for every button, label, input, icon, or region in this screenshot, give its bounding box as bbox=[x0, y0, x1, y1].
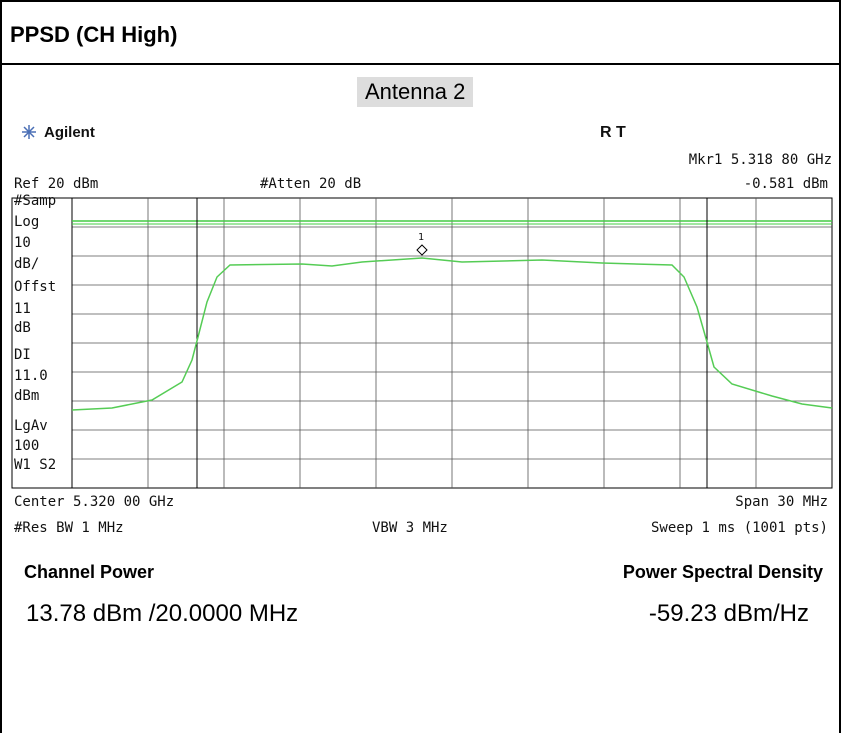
side-label: LgAv bbox=[14, 418, 48, 434]
brand: Agilent bbox=[44, 124, 95, 141]
psd-label: Power Spectral Density bbox=[622, 562, 823, 582]
marker-label: 1 bbox=[418, 232, 424, 243]
side-label: W1 S2 bbox=[14, 457, 56, 473]
side-label: 11 bbox=[14, 301, 31, 317]
analyzer-display: Agilent R T Mkr1 5.318 80 GHz -0.581 dBm… bbox=[11, 124, 833, 536]
side-label: dB bbox=[14, 320, 31, 336]
attenuation: #Atten 20 dB bbox=[260, 176, 361, 192]
side-label: 100 bbox=[14, 438, 39, 454]
rbw: #Res BW 1 MHz bbox=[14, 520, 124, 536]
graticule bbox=[11, 197, 833, 489]
ref-level: Ref 20 dBm bbox=[14, 176, 98, 192]
sweep: Sweep 1 ms (1001 pts) bbox=[651, 520, 828, 536]
channel-power-value: 13.78 dBm /20.0000 MHz bbox=[26, 600, 299, 627]
side-label: #Samp bbox=[14, 193, 56, 209]
side-labels: #Samp Log 10 dB/Offst 11 dB DI 11.0 dBm LgAv 100 W1… bbox=[14, 193, 56, 473]
side-label: 11.0 bbox=[14, 368, 48, 384]
side-label: 10 bbox=[14, 235, 31, 251]
side-label: Offst bbox=[14, 279, 56, 295]
psd-value: -59.23 dBm/Hz bbox=[648, 600, 809, 627]
title: PPSD (CH High) bbox=[10, 22, 178, 47]
divider bbox=[2, 63, 839, 65]
marker bbox=[416, 244, 428, 256]
side-label: DI bbox=[14, 347, 31, 363]
subtitle: Antenna 2 bbox=[357, 77, 474, 107]
status: R T bbox=[600, 124, 626, 141]
logo bbox=[22, 125, 36, 139]
trace bbox=[71, 257, 833, 411]
side-label: dB/ bbox=[14, 256, 39, 272]
side-label: dBm bbox=[14, 388, 39, 404]
side-label: Log bbox=[14, 214, 39, 230]
channel-power-label: Channel Power bbox=[24, 562, 155, 582]
vbw: VBW 3 MHz bbox=[372, 520, 448, 536]
center-freq: Center 5.320 00 GHz bbox=[14, 494, 174, 510]
marker-freq: Mkr1 5.318 80 GHz bbox=[689, 152, 832, 168]
marker-level: -0.581 dBm bbox=[744, 176, 828, 192]
span: Span 30 MHz bbox=[735, 494, 828, 510]
